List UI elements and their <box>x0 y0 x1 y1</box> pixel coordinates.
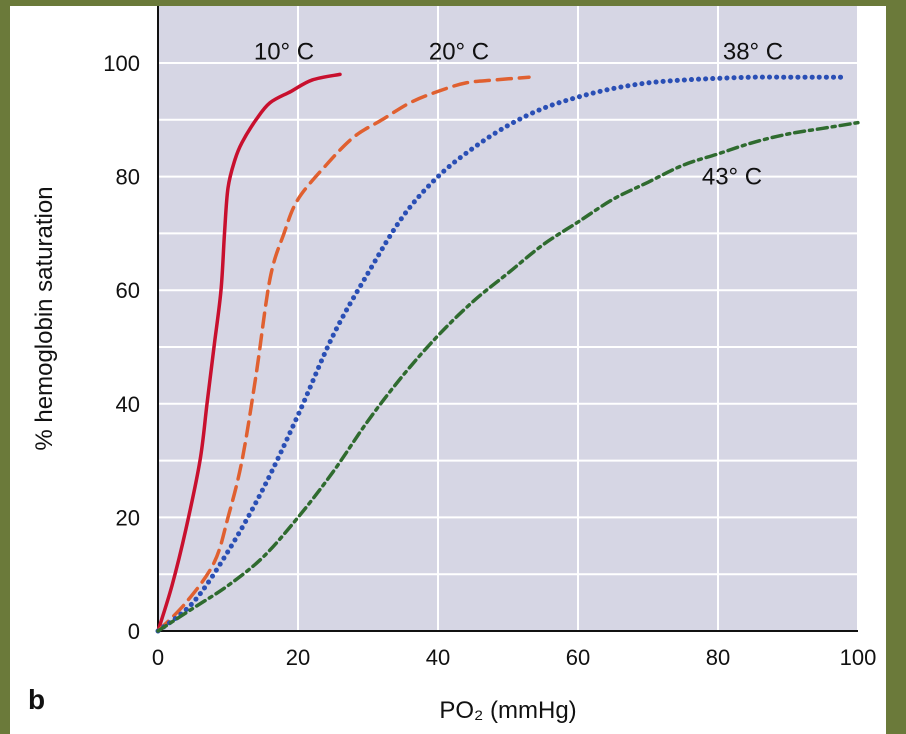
x-tick-label: 60 <box>566 645 590 670</box>
series-label-3: 43° C <box>702 164 762 191</box>
y-tick-label: 40 <box>116 392 140 417</box>
grid-lines <box>158 6 859 631</box>
hemoglobin-saturation-chart: 0 20 40 60 80 100 0 20 40 60 80 100 10° C 20° C 38° C… <box>28 6 876 724</box>
tick-labels: 0 20 40 60 80 100 0 20 40 60 80 100 <box>103 51 876 670</box>
series-layer <box>155 72 860 634</box>
x-tick-label: 40 <box>426 645 450 670</box>
x-tick-label: 100 <box>840 645 877 670</box>
series-line-2 <box>155 74 847 634</box>
series-label-1: 20° C <box>429 39 489 66</box>
y-tick-label: 0 <box>128 619 140 644</box>
axes <box>157 6 858 632</box>
x-tick-label: 80 <box>706 645 730 670</box>
y-axis-title: % hemoglobin saturation <box>31 186 58 450</box>
series-label-0: 10° C <box>254 39 314 66</box>
y-tick-label: 60 <box>116 278 140 303</box>
y-tick-label: 80 <box>116 165 140 190</box>
series-line-0 <box>156 72 342 633</box>
x-axis-title: PO₂ (mmHg) <box>439 697 576 724</box>
figure-panel: 0 20 40 60 80 100 0 20 40 60 80 100 10° C 20° C 38° C… <box>10 6 886 734</box>
series-label-2: 38° C <box>723 39 783 66</box>
x-tick-label: 20 <box>286 645 310 670</box>
series-line-1 <box>156 75 531 633</box>
panel-letter: b <box>28 684 45 715</box>
plot-background <box>158 6 858 631</box>
series-line-3 <box>156 120 860 633</box>
series-labels: 10° C 20° C 38° C 43° C <box>254 39 783 191</box>
y-tick-label: 100 <box>103 51 140 76</box>
y-tick-label: 20 <box>116 505 140 530</box>
x-tick-label: 0 <box>152 645 164 670</box>
